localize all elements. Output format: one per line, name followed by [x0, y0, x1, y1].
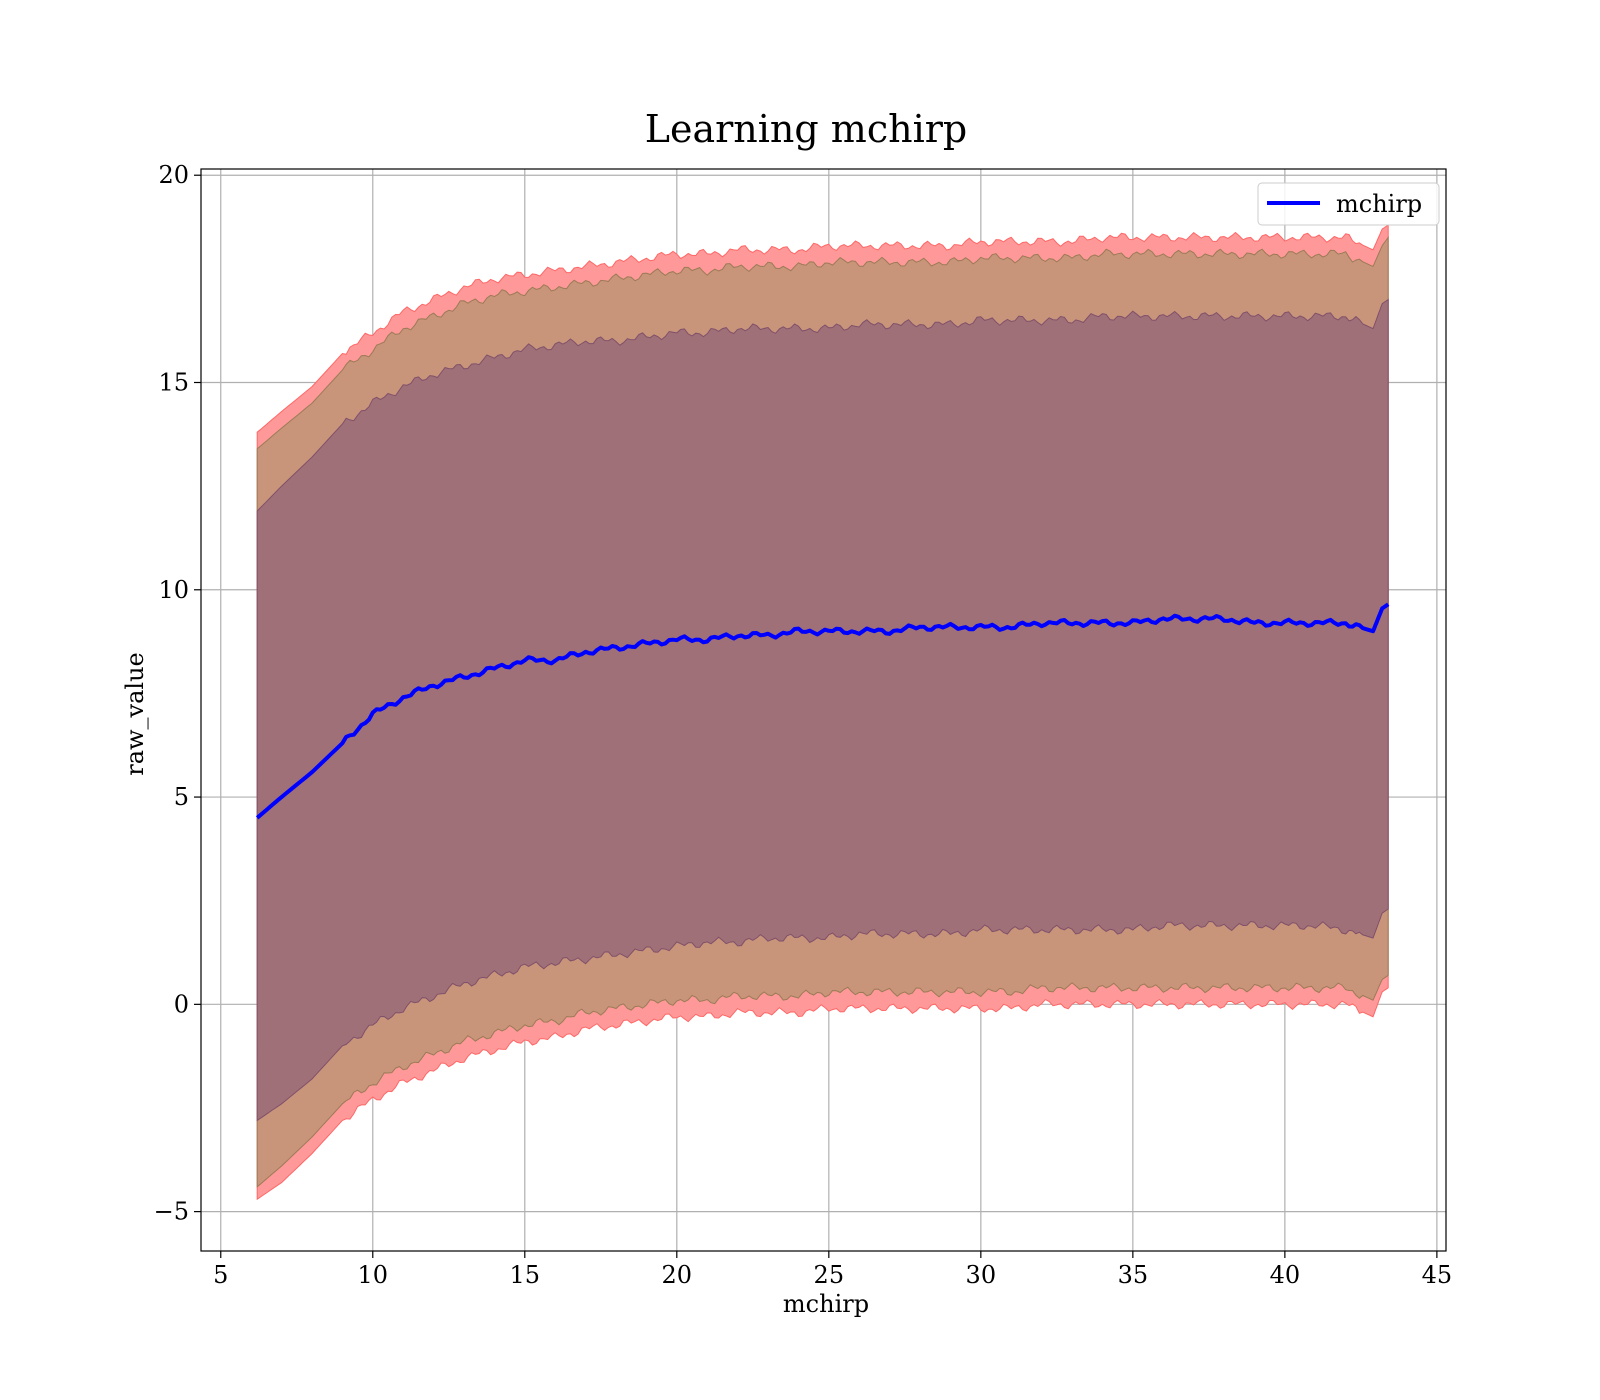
x-tick-label: 10: [358, 1261, 389, 1289]
series-line-mchirp: [255, 602, 1390, 820]
plot-frame: [200, 168, 1447, 1252]
y-tick-label: −5: [154, 1198, 189, 1226]
legend: mchirp: [1257, 182, 1440, 226]
y-tick-label: 5: [174, 783, 189, 811]
x-tick-label: 15: [510, 1261, 541, 1289]
y-axis: −5 0 5 10 15 20: [154, 161, 201, 1226]
legend-label-mchirp: mchirp: [1336, 190, 1422, 218]
y-axis-label: raw_value: [121, 652, 149, 776]
x-tick-label: 25: [814, 1261, 845, 1289]
chart-title: Learning mchirp: [645, 107, 967, 151]
x-tick-label: 20: [662, 1261, 693, 1289]
y-tick-label: 10: [158, 576, 189, 604]
x-tick-label: 35: [1118, 1261, 1149, 1289]
x-tick-label: 45: [1422, 1261, 1453, 1289]
x-tick-label: 30: [966, 1261, 997, 1289]
x-tick-label: 5: [213, 1261, 228, 1289]
x-tick-label: 40: [1270, 1261, 1301, 1289]
series-lines: [255, 602, 1390, 820]
band-2: [256, 298, 1389, 1122]
y-tick-label: 15: [158, 368, 189, 396]
x-axis: 5 10 15 20 25 30 35 40 45: [213, 1251, 1452, 1289]
legend-box: [1257, 182, 1440, 226]
x-axis-label: mchirp: [783, 1290, 869, 1318]
y-tick-label: 20: [158, 161, 189, 189]
y-tick-label: 0: [174, 990, 189, 1018]
confidence-bands: [256, 224, 1389, 1201]
